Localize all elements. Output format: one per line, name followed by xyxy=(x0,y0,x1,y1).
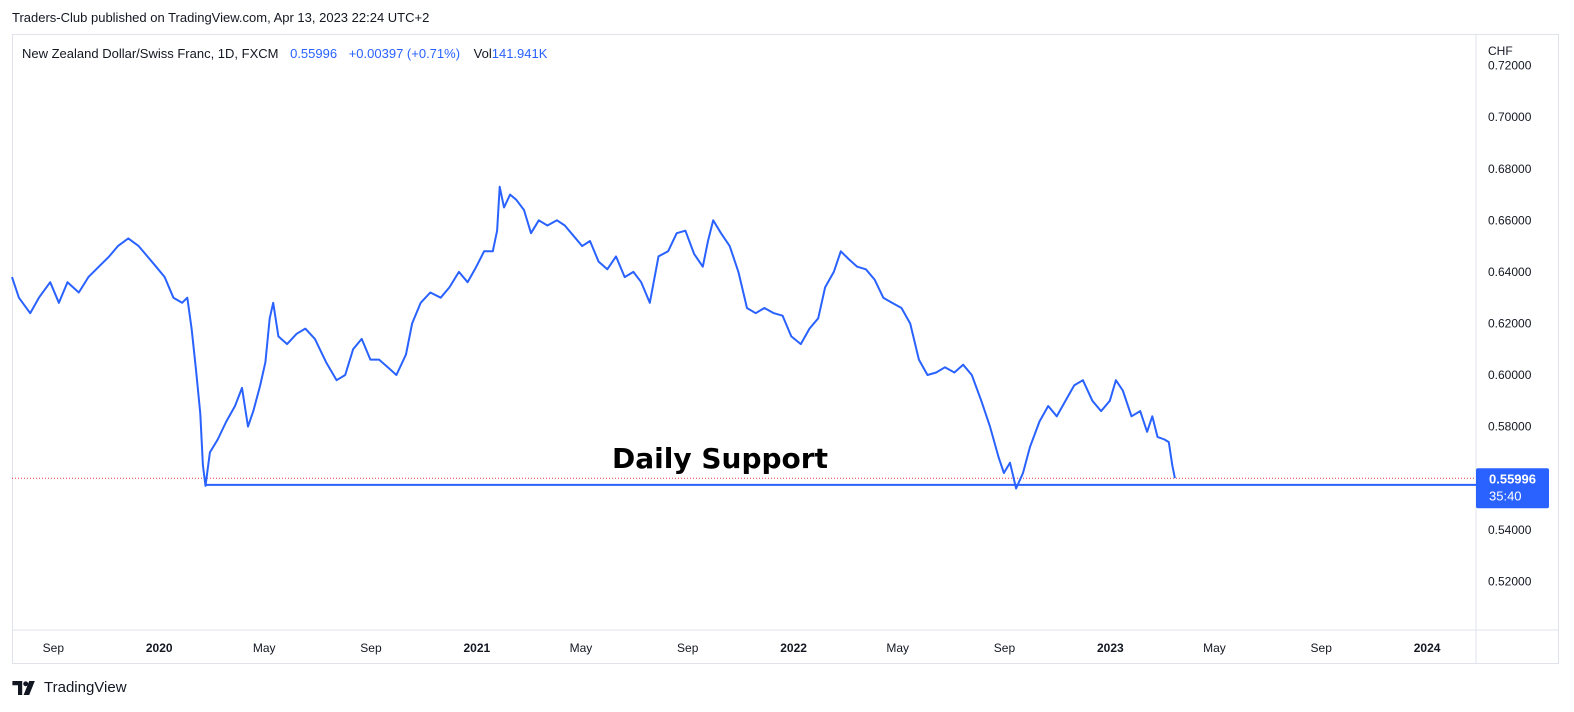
y-tick-label: 0.52000 xyxy=(1488,574,1532,588)
x-tick-label: May xyxy=(570,641,593,655)
y-tick-label: 0.72000 xyxy=(1488,59,1532,73)
annotation-layer: Daily Support 0.55996 35:40 xyxy=(205,442,1549,509)
x-tick-label: May xyxy=(886,641,909,655)
y-tick-label: 0.60000 xyxy=(1488,368,1532,382)
y-tick-label: 0.66000 xyxy=(1488,213,1532,227)
series-layer xyxy=(11,185,1176,490)
x-tick-label: May xyxy=(253,641,276,655)
x-tick-label: Sep xyxy=(360,641,382,655)
x-tick-label: Sep xyxy=(43,641,65,655)
publisher-line: Traders-Club published on TradingView.co… xyxy=(12,10,430,25)
price-axis-unit: CHF xyxy=(1488,44,1513,58)
x-tick-label: 2022 xyxy=(780,641,807,655)
daily-support-label: Daily Support xyxy=(612,442,828,475)
tradingview-logo-icon xyxy=(12,680,35,695)
last-price-badge-value: 0.55996 xyxy=(1489,471,1536,486)
x-tick-label: Sep xyxy=(994,641,1016,655)
footer-brand-text: TradingView xyxy=(44,679,127,696)
y-tick-label: 0.64000 xyxy=(1488,265,1532,279)
volume-label: Vol xyxy=(473,46,492,61)
x-tick-label: 2024 xyxy=(1414,641,1441,655)
y-tick-label: 0.58000 xyxy=(1488,420,1532,434)
x-tick-label: 2020 xyxy=(146,641,173,655)
symbol-legend: New Zealand Dollar/Swiss Franc, 1D, FXCM… xyxy=(22,46,547,61)
y-tick-label: 0.70000 xyxy=(1488,110,1532,124)
price-series-line xyxy=(11,185,1176,490)
last-price: 0.55996 xyxy=(290,46,338,61)
y-tick-label: 0.62000 xyxy=(1488,316,1532,330)
y-tick-label: 0.68000 xyxy=(1488,162,1532,176)
x-tick-label: May xyxy=(1203,641,1226,655)
last-price-badge xyxy=(1476,468,1549,509)
x-tick-label: 2021 xyxy=(463,641,490,655)
x-tick-label: Sep xyxy=(677,641,699,655)
y-tick-label: 0.54000 xyxy=(1488,523,1532,537)
symbol-name[interactable]: New Zealand Dollar/Swiss Franc, 1D, FXCM xyxy=(22,46,279,61)
bar-countdown: 35:40 xyxy=(1489,488,1522,503)
x-tick-label: 2023 xyxy=(1097,641,1124,655)
footer-brand: TradingView xyxy=(12,679,127,696)
price-change: +0.00397 (+0.71%) xyxy=(348,46,461,61)
chart-frame xyxy=(12,34,1559,664)
x-tick-label: Sep xyxy=(1311,641,1333,655)
volume-value: 141.941K xyxy=(491,46,548,61)
